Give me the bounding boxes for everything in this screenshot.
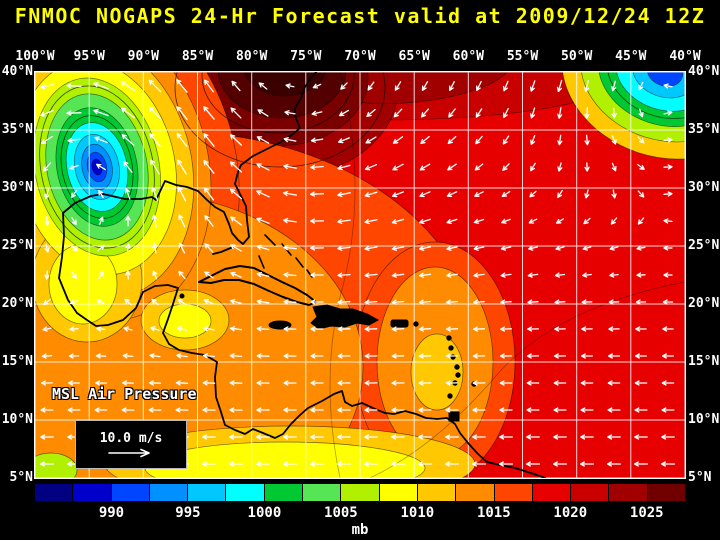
lon-tick-label: 45°W [615,49,647,64]
us-gulf-atlantic-coast [58,72,317,314]
lesser-antilles [413,321,477,399]
florida-keys [212,246,234,255]
jamaica [268,320,292,330]
lat-tick-label: 40°N [688,64,720,79]
colorbar-segment [379,484,418,501]
lon-tick-label: 80°W [236,49,268,64]
colorbar-segment [111,484,150,501]
lat-tick-label: 5°N [9,470,33,485]
reference-arrow-icon [108,448,150,457]
lat-tick-label: 10°N [1,412,33,427]
colorbar-segment [73,484,112,501]
colorbar-unit-label: mb [351,522,369,538]
isobar-contours [39,72,685,478]
colorbar-tick-labels: 990 995 1000 1005 1010 1015 1020 1025 [0,505,720,522]
colorbar-segment [609,484,648,501]
lat-tick-label: 40°N [1,64,33,79]
page-title: FNMOC NOGAPS 24-Hr Forecast valid at 200… [14,4,706,28]
colorbar-segment [417,484,457,501]
colorbar-segment [226,484,265,501]
latitude-axis-left: 40°N 35°N 30°N 25°N 20°N 15°N 10°N 5°N [0,0,33,540]
colorbar-segment [188,484,227,501]
graticule-grid [35,72,685,478]
mexico-central-south-america-coast [76,284,546,478]
pressure-colorbar [35,484,686,501]
colorbar-tick-value: 1025 [629,505,664,521]
lon-tick-label: 75°W [290,49,322,64]
lat-tick-label: 25°N [688,238,720,253]
lon-tick-label: 55°W [506,49,539,64]
colorbar-segment [532,484,572,501]
colorbar-segment [456,484,495,501]
lat-tick-label: 30°N [688,180,720,195]
colorbar-segment [341,484,380,501]
colorbar-segment [149,484,189,501]
colorbar-tick-value: 990 [98,505,125,521]
lat-tick-label: 15°N [688,354,720,369]
longitude-axis: 100°W 95°W 90°W 85°W 80°W 75°W 70°W 65°W 60°W 55°… [0,49,720,65]
wind-speed-legend: 10.0 m/s [75,420,187,469]
lon-tick-label: 95°W [73,49,105,64]
colorbar-segment [647,484,686,501]
colorbar-segment [494,484,533,501]
colorbar-segment [35,484,74,501]
puerto-rico [390,319,409,328]
hispaniola [310,304,380,330]
lon-tick-label: 70°W [344,49,376,64]
lon-tick-label: 85°W [181,49,214,64]
wind-vector-arrows [39,79,676,467]
lon-tick-label: 50°W [561,49,593,64]
colorbar-tick-value: 1005 [324,505,358,521]
lat-tick-label: 35°N [1,122,33,137]
lon-tick-label: 60°W [452,49,484,64]
field-variable-label: MSL Air Pressure [52,385,197,403]
colorbar-tick-value: 1000 [247,505,282,521]
lon-tick-label: 40°W [669,49,701,64]
lon-tick-label: 65°W [398,49,430,64]
colorbar-segment [303,484,342,501]
lat-tick-label: 25°N [1,238,33,253]
lat-tick-label: 10°N [688,412,720,427]
lon-tick-label: 90°W [127,49,159,64]
colorbar-tick-value: 1015 [476,505,511,521]
colorbar-segment [571,484,610,501]
latitude-axis-right: 40°N 35°N 30°N 25°N 20°N 15°N 10°N 5°N [688,0,720,540]
colorbar-tick-value: 995 [175,505,201,521]
lon-tick-label: 100°W [15,49,55,64]
colorbar-tick-value: 1010 [400,505,435,521]
lat-tick-label: 20°N [688,296,720,311]
forecast-map [34,71,686,479]
colorbar-segment [264,484,304,501]
lat-tick-label: 35°N [688,122,720,137]
cozumel [179,293,185,299]
colorbar-tick-value: 1020 [553,505,588,521]
lat-tick-label: 5°N [688,470,712,485]
lat-tick-label: 20°N [1,296,33,311]
wind-speed-reference-label: 10.0 m/s [99,430,163,446]
lat-tick-label: 30°N [1,180,33,195]
islands [179,293,477,422]
coastlines [58,72,546,478]
trinidad [448,411,460,422]
lat-tick-label: 15°N [1,354,33,369]
